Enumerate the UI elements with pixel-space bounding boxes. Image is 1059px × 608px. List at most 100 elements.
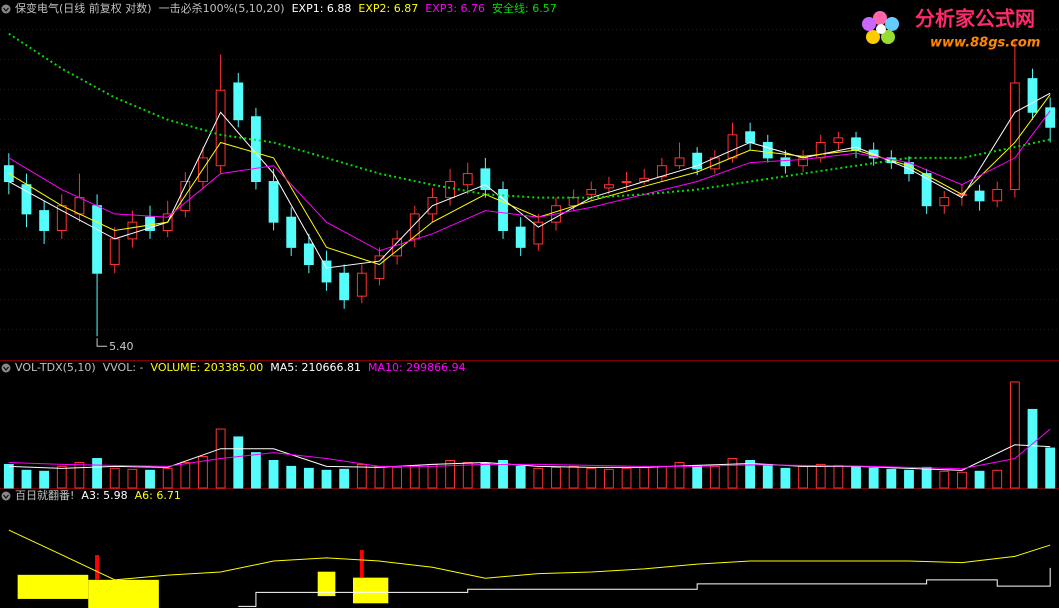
volume-bar xyxy=(445,460,455,489)
signal-box xyxy=(317,571,336,597)
volume-bar xyxy=(339,468,350,489)
candle-body xyxy=(74,197,85,215)
candle-body xyxy=(586,189,597,195)
volume-bar xyxy=(180,461,191,489)
header-label: VOL-TDX(5,10) xyxy=(15,361,96,374)
candle-body xyxy=(251,116,261,183)
volume-bar xyxy=(1045,447,1056,489)
candle-body xyxy=(303,243,314,266)
indicator-line xyxy=(8,444,1051,471)
signal-stick xyxy=(359,550,364,578)
candle-body xyxy=(1045,107,1056,128)
volume-bar xyxy=(656,465,667,489)
volume-bar xyxy=(604,468,614,489)
header-label: EXP3: 6.76 xyxy=(425,2,485,15)
candle-body xyxy=(233,82,244,121)
volume-bar xyxy=(145,469,155,489)
header-label: EXP2: 6.87 xyxy=(358,2,418,15)
volume-bar xyxy=(798,465,808,489)
candle-body xyxy=(286,216,297,248)
volume-bar xyxy=(533,467,544,489)
candle-body xyxy=(39,210,50,231)
candle-body xyxy=(921,173,932,207)
volume-bar xyxy=(21,469,32,489)
volume-bar xyxy=(251,452,261,489)
volume-bar xyxy=(939,470,950,489)
volume-bar xyxy=(745,460,756,489)
volume-bar xyxy=(303,467,314,489)
header-icon xyxy=(1,4,11,14)
indicator-line xyxy=(8,529,1051,581)
volume-bar xyxy=(480,462,491,489)
candle-body xyxy=(321,260,332,283)
indicator-line xyxy=(8,32,1051,199)
volume-bar xyxy=(1027,408,1038,489)
volume-bar xyxy=(109,467,120,489)
header-label: 百日就翻番! xyxy=(15,488,74,502)
volume-bar xyxy=(780,467,791,489)
candle-body xyxy=(127,221,138,240)
volume-bar xyxy=(886,468,897,489)
candle-body xyxy=(515,226,526,248)
candle-body xyxy=(356,272,367,297)
volume-bar xyxy=(515,465,526,489)
candle-body xyxy=(674,157,685,167)
candle-body xyxy=(815,141,826,159)
candle-body xyxy=(268,181,279,223)
header-label: 保变电气(日线 前复权 对数) xyxy=(15,1,152,15)
volume-bar xyxy=(56,465,67,489)
header-label: EXP1: 6.88 xyxy=(292,2,352,15)
volume-bar xyxy=(974,470,985,489)
volume-bar xyxy=(957,471,967,489)
volume-bar xyxy=(639,466,650,489)
candle-body xyxy=(780,157,791,167)
candle-body xyxy=(745,131,756,143)
volume-bar xyxy=(198,456,208,489)
candle-body xyxy=(568,197,579,207)
indicator-line xyxy=(8,110,1051,252)
annotation-arrow xyxy=(96,338,108,347)
volume-bar xyxy=(833,464,844,489)
candle-body xyxy=(604,184,614,189)
candle-body xyxy=(339,272,350,301)
header-label: MA10: 299866.94 xyxy=(368,361,466,374)
volume-bar xyxy=(268,460,279,489)
logo-name: 分析家公式网 xyxy=(915,7,1035,31)
volume-bar xyxy=(904,469,914,489)
candle-body xyxy=(621,181,632,184)
candle-body xyxy=(692,152,703,170)
candle-body xyxy=(374,255,385,279)
volume-bar xyxy=(409,464,420,489)
volume-bar xyxy=(427,463,438,489)
candle-body xyxy=(833,137,844,143)
candle-body xyxy=(762,141,773,159)
volume-bar xyxy=(392,466,403,489)
volume-bar xyxy=(74,461,85,489)
header-icon-arrow xyxy=(3,366,9,371)
signal-box xyxy=(17,574,89,599)
volume-bar xyxy=(39,470,50,489)
header-icon-arrow xyxy=(3,7,9,12)
candle-body xyxy=(939,197,950,207)
header-label: A3: 5.98 xyxy=(81,489,127,502)
logo-url: www.88gs.com xyxy=(930,36,1040,51)
candle-body xyxy=(109,238,120,266)
header-label: VOLUME: 203385.00 xyxy=(151,361,264,374)
header-label: 一击必杀100%(5,10,20) xyxy=(159,1,285,15)
volume-bar xyxy=(851,465,861,489)
header-label: A6: 6.71 xyxy=(135,489,181,502)
logo: 分析家公式网 www.88gs.com xyxy=(862,7,1040,51)
indicator-line xyxy=(238,567,1051,607)
volume-bar xyxy=(374,465,385,489)
volume-bar xyxy=(586,467,597,489)
volume-bar xyxy=(356,463,367,489)
candle-body xyxy=(462,173,473,186)
candle-body xyxy=(92,205,102,274)
volume-bar xyxy=(92,458,102,489)
volume-bar xyxy=(498,460,508,489)
volume-bar xyxy=(692,464,703,489)
volume-bar xyxy=(3,463,14,489)
volume-bar xyxy=(127,468,138,489)
volume-bar xyxy=(233,436,244,489)
header-label: VVOL: - xyxy=(103,361,144,374)
